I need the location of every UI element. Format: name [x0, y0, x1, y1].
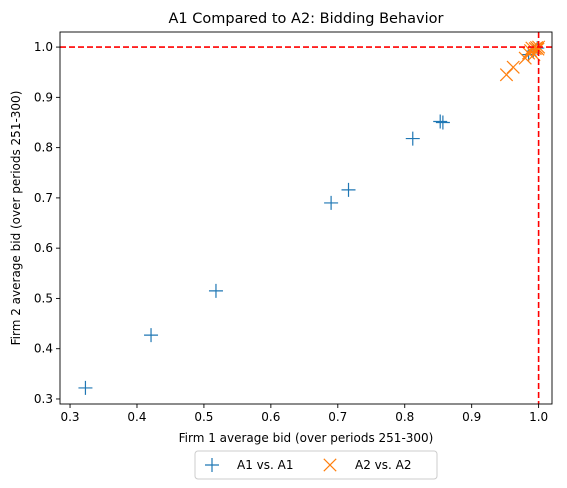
y-tick-label: 0.7 — [34, 191, 53, 205]
y-tick-label: 0.4 — [34, 342, 53, 356]
y-axis-label: Firm 2 average bid (over periods 251-300… — [9, 91, 23, 346]
chart-title: A1 Compared to A2: Bidding Behavior — [169, 11, 444, 27]
y-tick-label: 0.6 — [34, 241, 53, 255]
x-tick-label: 0.9 — [462, 410, 481, 424]
y-tick-label: 0.9 — [34, 90, 53, 104]
data-point-x — [531, 42, 545, 56]
data-point-plus — [405, 131, 420, 146]
y-tick-label: 0.3 — [34, 392, 53, 406]
x-tick-label: 0.6 — [261, 410, 280, 424]
legend-box — [194, 450, 438, 480]
x-tick-label: 0.7 — [328, 410, 347, 424]
x-axis-label: Firm 1 average bid (over periods 251-300… — [179, 431, 434, 445]
y-tick-label: 0.8 — [34, 141, 53, 155]
data-point-plus — [78, 380, 93, 395]
legend-marker-x — [323, 458, 337, 472]
data-point-plus — [208, 283, 223, 298]
data-point-plus — [324, 195, 339, 210]
plot-area — [60, 32, 552, 404]
plot-frame — [59, 31, 553, 405]
plot-content — [60, 32, 552, 404]
data-point-x — [506, 60, 520, 74]
legend-label-1: A1 vs. A1 — [237, 458, 293, 472]
y-tick-label: 1.0 — [34, 40, 53, 54]
x-tick-label: 0.4 — [127, 410, 146, 424]
data-point-plus — [433, 114, 448, 129]
x-tick-label: 0.3 — [60, 410, 79, 424]
axes: 0.3 0.4 0.5 0.6 0.7 0.8 0.9 1.0 0.3 0.4 0.5 0.6 0.7 0… — [9, 11, 553, 445]
x-tick-label: 1.0 — [529, 410, 548, 424]
data-point-plus — [435, 115, 450, 130]
legend-marker-plus — [205, 458, 219, 472]
legend-label-2: A2 vs. A2 — [355, 458, 411, 472]
data-point-plus — [144, 328, 159, 343]
x-tick-label: 0.5 — [194, 410, 213, 424]
data-point-plus — [341, 182, 356, 197]
legend: A1 vs. A1 A2 vs. A2 — [194, 450, 438, 480]
x-tick-label: 0.8 — [395, 410, 414, 424]
y-tick-label: 0.5 — [34, 291, 53, 305]
series-1 — [78, 41, 545, 395]
